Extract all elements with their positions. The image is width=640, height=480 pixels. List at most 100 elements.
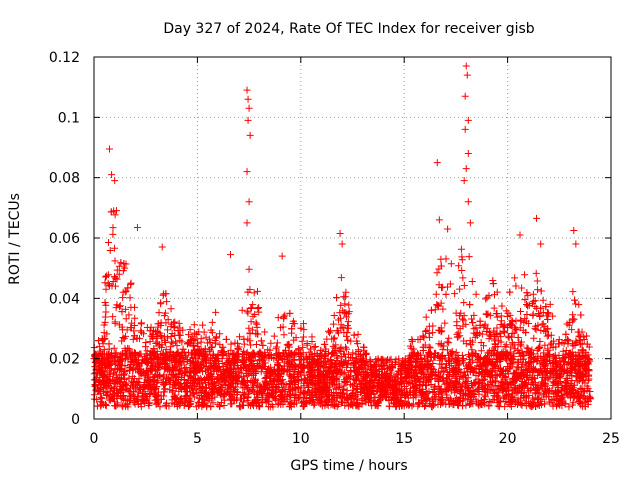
data-point: [96, 349, 104, 357]
data-point: [161, 309, 169, 317]
data-point: [407, 387, 415, 395]
data-point: [344, 336, 352, 344]
data-point: [534, 310, 542, 318]
data-point: [109, 230, 117, 238]
data-point: [115, 270, 123, 278]
data-point: [477, 347, 485, 355]
data-point: [310, 401, 318, 409]
data-point: [190, 321, 198, 329]
data-point: [249, 312, 257, 320]
data-point: [502, 307, 510, 315]
data-point: [456, 285, 464, 293]
data-point: [484, 324, 492, 332]
data-point: [238, 306, 246, 314]
data-point: [422, 401, 430, 409]
data-point: [470, 311, 478, 319]
data-point: [404, 394, 412, 402]
data-point: [439, 374, 447, 382]
data-point: [112, 386, 120, 394]
data-point: [481, 320, 489, 328]
data-point: [93, 402, 101, 410]
data-point: [361, 359, 369, 367]
data-point: [128, 379, 136, 387]
data-point: [332, 397, 340, 405]
data-point: [306, 394, 314, 402]
data-point: [529, 310, 537, 318]
data-point: [167, 343, 175, 351]
data-point: [216, 402, 224, 410]
data-point: [439, 305, 447, 313]
data-point: [115, 262, 123, 270]
data-point: [140, 353, 148, 361]
data-point: [339, 370, 347, 378]
data-point: [197, 338, 205, 346]
data-point: [519, 326, 527, 334]
data-point: [575, 301, 583, 309]
data-point: [362, 358, 370, 366]
data-point: [186, 326, 194, 334]
data-point: [469, 319, 477, 327]
data-point: [130, 398, 138, 406]
data-point: [341, 300, 349, 308]
data-point: [246, 337, 254, 345]
data-point: [131, 303, 139, 311]
data-point: [565, 381, 573, 389]
data-point: [127, 324, 135, 332]
data-point: [425, 387, 433, 395]
data-point: [368, 402, 376, 410]
data-point: [247, 341, 255, 349]
data-point: [221, 396, 229, 404]
data-point: [157, 299, 165, 307]
data-point: [472, 372, 480, 380]
data-point: [518, 284, 526, 292]
data-point: [234, 364, 242, 372]
data-point: [111, 282, 119, 290]
data-point: [543, 312, 551, 320]
data-point: [546, 398, 554, 406]
data-point: [239, 357, 247, 365]
data-point: [337, 345, 345, 353]
data-point: [227, 400, 235, 408]
data-point: [530, 334, 538, 342]
data-point: [572, 337, 580, 345]
data-point: [175, 319, 183, 327]
data-point: [205, 335, 213, 343]
data-point: [489, 276, 497, 284]
data-point: [216, 330, 224, 338]
data-point: [446, 280, 454, 288]
data-point: [512, 317, 520, 325]
data-point: [255, 357, 263, 365]
data-point: [298, 337, 306, 345]
data-point: [286, 309, 294, 317]
data-point: [565, 403, 573, 411]
data-point: [522, 359, 530, 367]
data-point: [284, 342, 292, 350]
data-point: [435, 372, 443, 380]
data-point: [202, 333, 210, 341]
data-point: [116, 302, 124, 310]
data-point: [533, 277, 541, 285]
data-point: [99, 340, 107, 348]
data-point: [190, 393, 198, 401]
data-point: [152, 340, 160, 347]
data-point: [458, 266, 466, 274]
data-point: [562, 346, 570, 354]
data-point: [163, 298, 171, 306]
data-point: [503, 379, 511, 387]
data-point: [459, 315, 467, 323]
data-point: [423, 326, 431, 334]
data-point: [167, 305, 175, 313]
data-point: [279, 398, 287, 406]
data-point: [251, 311, 259, 319]
data-point: [455, 262, 463, 270]
data-point: [424, 368, 432, 376]
data-point: [510, 329, 518, 337]
data-point: [111, 319, 119, 327]
data-point: [538, 320, 546, 328]
data-point: [102, 308, 110, 316]
data-point: [458, 253, 466, 261]
data-point: [111, 257, 119, 265]
data-point: [334, 354, 342, 362]
data-point: [102, 285, 110, 293]
